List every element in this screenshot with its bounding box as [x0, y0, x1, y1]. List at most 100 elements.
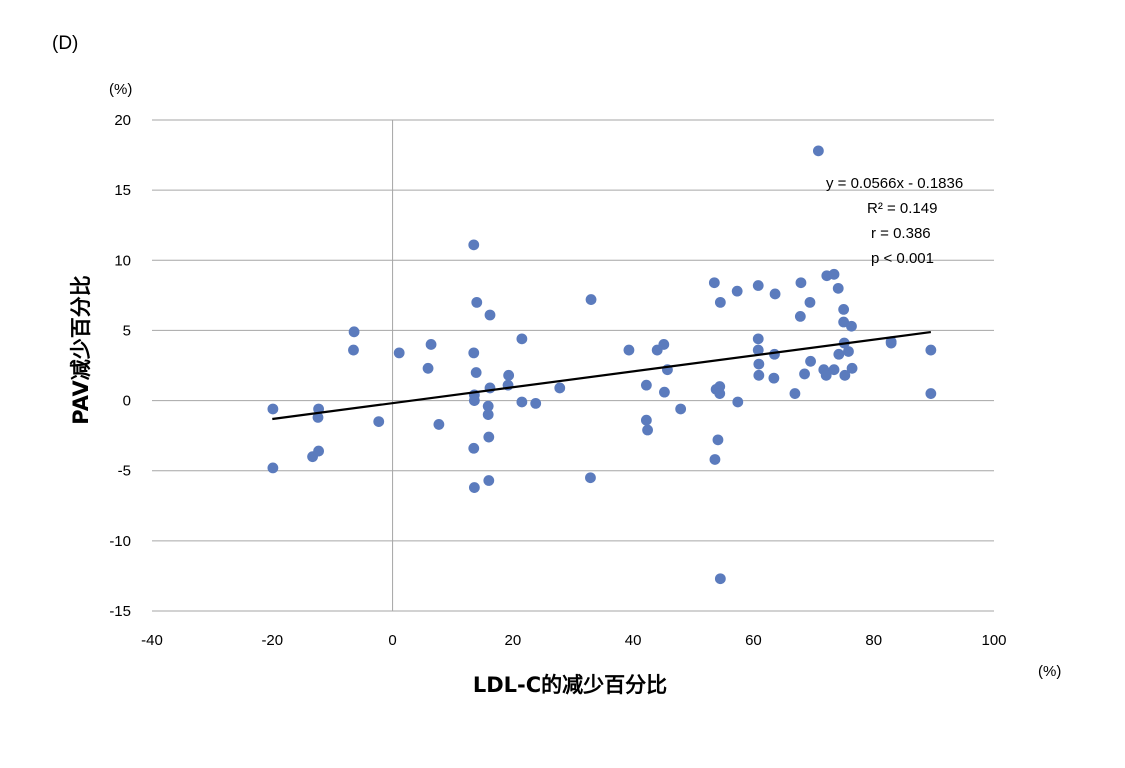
gridlines: [152, 119, 994, 612]
data-point: [468, 239, 480, 251]
data-point: [422, 362, 434, 374]
data-point: [503, 369, 515, 381]
data-point: [483, 431, 495, 443]
data-point: [471, 296, 483, 308]
y-tick-label: -5: [118, 463, 131, 480]
data-point: [585, 472, 596, 484]
data-point: [832, 282, 844, 294]
data-point: [799, 368, 810, 380]
data-point: [753, 369, 765, 381]
data-point: [812, 145, 824, 157]
data-point: [516, 396, 528, 408]
x-tick-label: 60: [745, 632, 762, 649]
data-point: [732, 396, 744, 408]
x-tick-label: -40: [141, 632, 163, 649]
data-point: [433, 419, 445, 430]
data-point: [554, 382, 566, 394]
data-point: [714, 388, 726, 399]
data-point: [640, 414, 652, 426]
data-point: [795, 277, 807, 289]
x-tick-label: 40: [625, 632, 642, 649]
y-tick-label: 10: [114, 252, 131, 269]
data-point: [789, 388, 801, 399]
data-point: [468, 347, 480, 359]
y-tick-label: -15: [109, 603, 131, 620]
annotation-line: y = 0.0566x - 0.1836: [826, 175, 963, 192]
data-point: [348, 326, 360, 338]
panel-label: (D): [52, 33, 78, 54]
data-point: [530, 397, 542, 409]
data-point: [468, 442, 480, 454]
data-point: [712, 434, 724, 446]
data-point: [925, 344, 937, 356]
annotation-line: r = 0.386: [871, 225, 931, 242]
data-point: [267, 462, 279, 474]
data-point: [804, 296, 816, 308]
data-point: [846, 362, 858, 374]
regression-annotation: y = 0.0566x - 0.1836 R² = 0.149 r = 0.386 p…: [826, 175, 963, 267]
data-point: [752, 333, 764, 345]
data-point: [828, 364, 840, 376]
data-point: [714, 573, 726, 585]
y-axis-title: PAV减少百分比: [69, 275, 93, 425]
data-point: [753, 358, 765, 370]
y-tick-label: 0: [123, 393, 131, 410]
y-tick-label: 20: [114, 112, 131, 129]
data-point: [846, 320, 857, 332]
data-point: [468, 395, 480, 406]
data-point: [642, 424, 653, 436]
data-point: [516, 333, 528, 345]
data-point: [769, 288, 781, 300]
data-point: [833, 348, 845, 360]
data-point: [708, 277, 720, 289]
y-unit-label: (%): [109, 81, 132, 98]
data-points: [267, 145, 937, 585]
data-point: [623, 344, 635, 356]
data-point: [731, 285, 743, 297]
data-point: [805, 355, 816, 367]
data-point: [752, 344, 764, 356]
data-point: [468, 482, 480, 493]
data-point: [709, 454, 721, 465]
data-point: [640, 379, 652, 391]
data-point: [828, 268, 840, 280]
x-tick-label: -20: [261, 632, 283, 649]
y-tick-label: -10: [109, 533, 131, 550]
trendline-group: [272, 330, 931, 421]
y-tick-label: 5: [123, 322, 131, 339]
annotation-line: R² = 0.149: [867, 200, 937, 217]
data-point: [482, 409, 494, 420]
data-point: [659, 386, 670, 398]
x-unit-label: (%): [1038, 663, 1061, 680]
data-point: [373, 416, 385, 428]
x-tick-label: 0: [388, 632, 396, 649]
data-point: [925, 388, 937, 399]
x-tick-labels: -40 -20 0 20 40 60 80 100: [141, 632, 1006, 649]
trendline: [272, 330, 931, 421]
data-point: [312, 412, 324, 423]
x-axis-title: LDL-C的减少百分比: [473, 673, 667, 697]
annotation-line: p < 0.001: [871, 250, 934, 267]
data-point: [585, 294, 597, 305]
x-tick-label: 20: [505, 632, 522, 649]
data-point: [267, 403, 279, 415]
data-point: [393, 347, 405, 359]
data-point: [482, 400, 494, 412]
data-point: [313, 445, 324, 457]
x-tick-label: 80: [865, 632, 882, 649]
data-point: [768, 372, 780, 384]
data-point: [752, 280, 764, 291]
y-tick-labels: -15 -10 -5 0 5 10 15 20: [109, 112, 131, 620]
data-point: [714, 296, 726, 308]
data-point: [658, 339, 670, 350]
data-point: [843, 346, 854, 357]
data-point: [484, 309, 496, 321]
data-point: [820, 369, 832, 381]
x-tick-label: 100: [981, 632, 1006, 649]
data-point: [794, 311, 806, 322]
data-point: [483, 475, 495, 486]
data-point: [839, 369, 851, 381]
data-point: [838, 303, 850, 315]
data-point: [470, 367, 482, 378]
